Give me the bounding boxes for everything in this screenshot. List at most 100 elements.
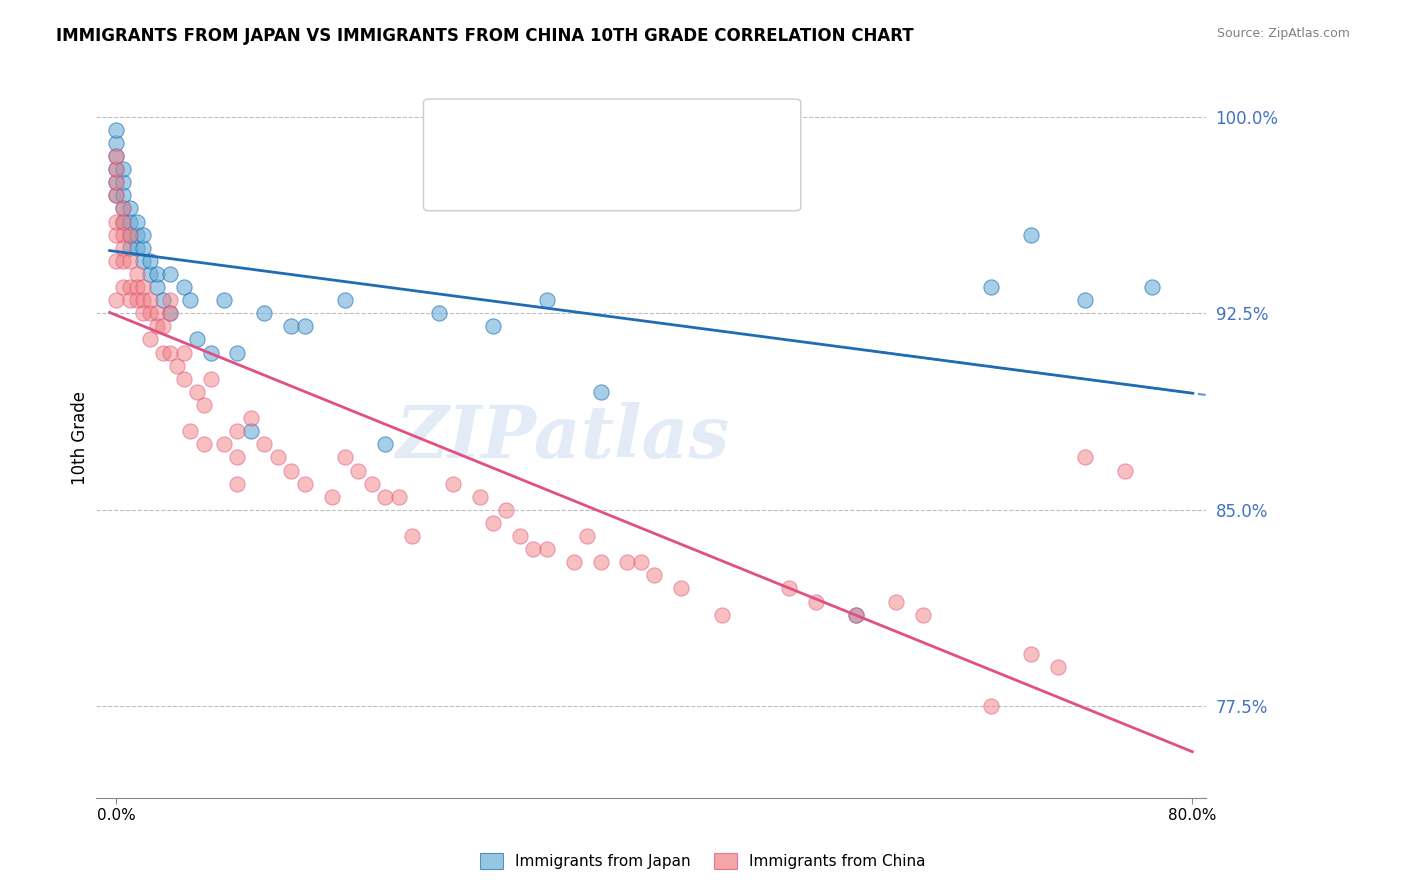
Point <box>186 333 208 347</box>
Point <box>179 293 201 308</box>
Point <box>212 437 235 451</box>
Point <box>125 280 148 294</box>
Point <box>112 214 135 228</box>
Point <box>118 227 141 242</box>
Point <box>294 319 316 334</box>
Point <box>105 149 128 163</box>
Point <box>280 463 302 477</box>
Point <box>886 594 908 608</box>
Point <box>139 306 162 320</box>
Point <box>374 437 396 451</box>
Point <box>118 293 141 308</box>
Point <box>132 227 155 242</box>
Point <box>159 306 181 320</box>
Point <box>132 293 155 308</box>
Point <box>105 175 128 189</box>
Point <box>105 214 128 228</box>
Legend: Immigrants from Japan, Immigrants from China: Immigrants from Japan, Immigrants from C… <box>474 847 932 875</box>
Point <box>139 267 162 281</box>
Point <box>509 529 531 543</box>
Point <box>118 227 141 242</box>
Point <box>112 214 135 228</box>
Point <box>253 306 276 320</box>
Point <box>105 188 128 202</box>
Point <box>1019 647 1042 661</box>
Point <box>226 476 249 491</box>
Point <box>778 582 800 596</box>
Point <box>112 253 135 268</box>
Point <box>671 582 693 596</box>
Point <box>105 293 128 308</box>
Point <box>118 253 141 268</box>
Point <box>105 162 128 177</box>
Point <box>152 319 174 334</box>
Point <box>333 450 356 465</box>
Point <box>159 293 181 308</box>
Point <box>441 476 464 491</box>
Text: Source: ZipAtlas.com: Source: ZipAtlas.com <box>1216 27 1350 40</box>
Point <box>347 463 370 477</box>
Point <box>125 227 148 242</box>
Point <box>132 306 155 320</box>
Point <box>401 529 423 543</box>
Point <box>118 214 141 228</box>
Point <box>193 398 215 412</box>
Point <box>495 503 517 517</box>
Point <box>200 372 222 386</box>
Point <box>589 384 612 399</box>
Point <box>112 175 135 189</box>
Point <box>145 267 167 281</box>
Point <box>139 333 162 347</box>
Point <box>125 267 148 281</box>
Point <box>1074 450 1097 465</box>
Point <box>294 476 316 491</box>
Point <box>482 319 505 334</box>
Point <box>482 516 505 530</box>
Point <box>132 280 155 294</box>
Point <box>1114 463 1136 477</box>
Point <box>226 345 249 359</box>
Legend: R =   0.061   N = 49, R = -0.208   N = 83: R = 0.061 N = 49, R = -0.208 N = 83 <box>499 107 725 170</box>
Point <box>239 424 262 438</box>
Point <box>845 607 868 622</box>
Point <box>226 450 249 465</box>
Point <box>468 490 491 504</box>
Point <box>145 306 167 320</box>
Point <box>536 293 558 308</box>
Point <box>1140 280 1163 294</box>
Point <box>1046 660 1069 674</box>
Point <box>912 607 935 622</box>
Point <box>112 241 135 255</box>
Point <box>173 280 195 294</box>
Point <box>105 136 128 150</box>
Point <box>804 594 827 608</box>
Point <box>112 227 135 242</box>
Point <box>173 372 195 386</box>
Point <box>616 555 638 569</box>
Point <box>105 162 128 177</box>
Point <box>159 306 181 320</box>
Point <box>1019 227 1042 242</box>
Point <box>112 202 135 216</box>
Y-axis label: 10th Grade: 10th Grade <box>72 391 89 484</box>
Text: IMMIGRANTS FROM JAPAN VS IMMIGRANTS FROM CHINA 10TH GRADE CORRELATION CHART: IMMIGRANTS FROM JAPAN VS IMMIGRANTS FROM… <box>56 27 914 45</box>
Point <box>333 293 356 308</box>
Point <box>253 437 276 451</box>
Point <box>105 175 128 189</box>
Point <box>576 529 599 543</box>
Point <box>630 555 652 569</box>
Point <box>159 345 181 359</box>
Point <box>145 319 167 334</box>
Point <box>152 293 174 308</box>
Point <box>112 280 135 294</box>
Point <box>980 699 1002 714</box>
Point <box>226 424 249 438</box>
Point <box>321 490 343 504</box>
Point <box>105 188 128 202</box>
Point <box>845 607 868 622</box>
Point <box>267 450 290 465</box>
Point <box>710 607 733 622</box>
Point <box>105 227 128 242</box>
Point <box>536 542 558 557</box>
Point <box>200 345 222 359</box>
